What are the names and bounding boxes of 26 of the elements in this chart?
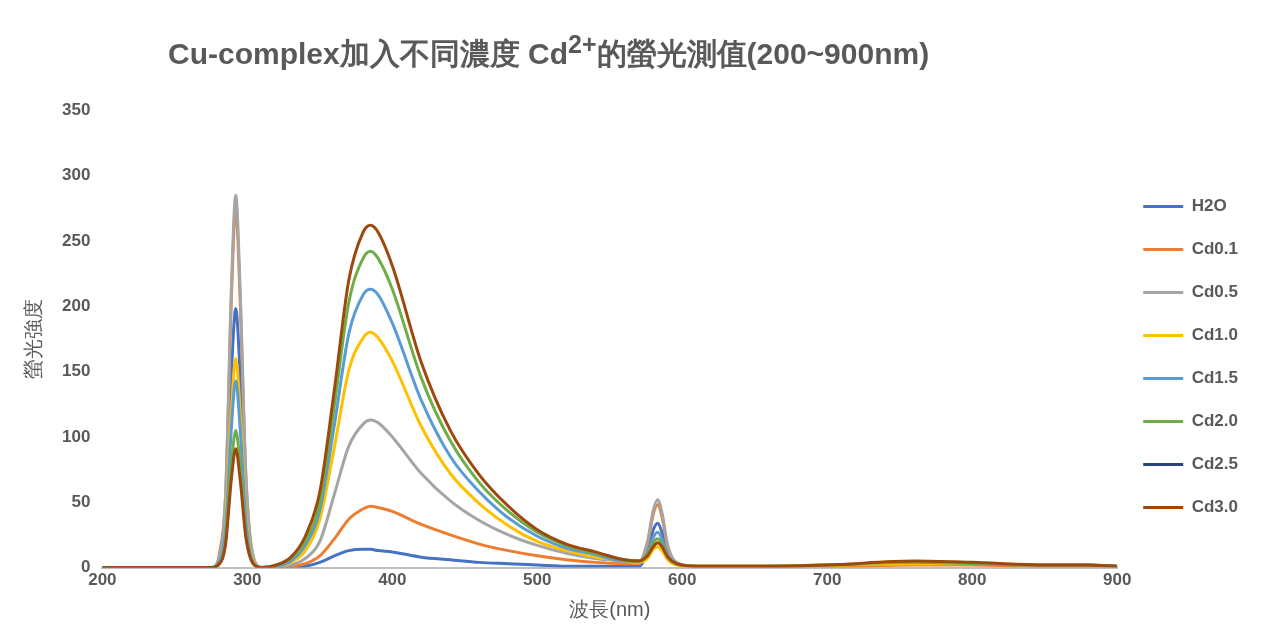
legend-label: H2O xyxy=(1191,196,1227,216)
legend-label: Cd1.0 xyxy=(1191,325,1238,345)
legend-label: Cd0.5 xyxy=(1191,282,1238,302)
x-axis-title: 波長(nm) xyxy=(569,597,651,620)
legend-label: Cd0.1 xyxy=(1191,239,1238,259)
y-tick-label: 300 xyxy=(61,165,91,185)
x-tick-label: 900 xyxy=(1103,570,1132,590)
y-tick-label: 350 xyxy=(61,99,91,119)
legend-label: Cd1.5 xyxy=(1191,368,1238,388)
y-tick-label: 250 xyxy=(61,230,91,250)
x-tick-label: 600 xyxy=(668,570,697,590)
y-tick-label: 100 xyxy=(61,426,91,446)
legend-label: Cd2.0 xyxy=(1191,411,1238,431)
y-tick-label: 200 xyxy=(61,295,91,315)
x-tick-label: 400 xyxy=(378,570,407,590)
legend-label: Cd2.5 xyxy=(1191,454,1238,474)
x-tick-label: 200 xyxy=(88,570,117,590)
y-axis-title: 螢光強度 xyxy=(21,298,44,379)
x-tick-label: 800 xyxy=(958,570,987,590)
y-tick-label: 50 xyxy=(71,491,91,511)
legend-label: Cd3.0 xyxy=(1191,497,1238,517)
y-tick-label: 150 xyxy=(61,361,91,381)
x-tick-label: 300 xyxy=(233,570,262,590)
x-tick-label: 700 xyxy=(813,570,842,590)
chart-title: Cu-complex加入不同濃度 Cd$^{2+}$的螢光測值(200~900nm) xyxy=(167,29,931,72)
x-tick-label: 500 xyxy=(523,570,552,590)
